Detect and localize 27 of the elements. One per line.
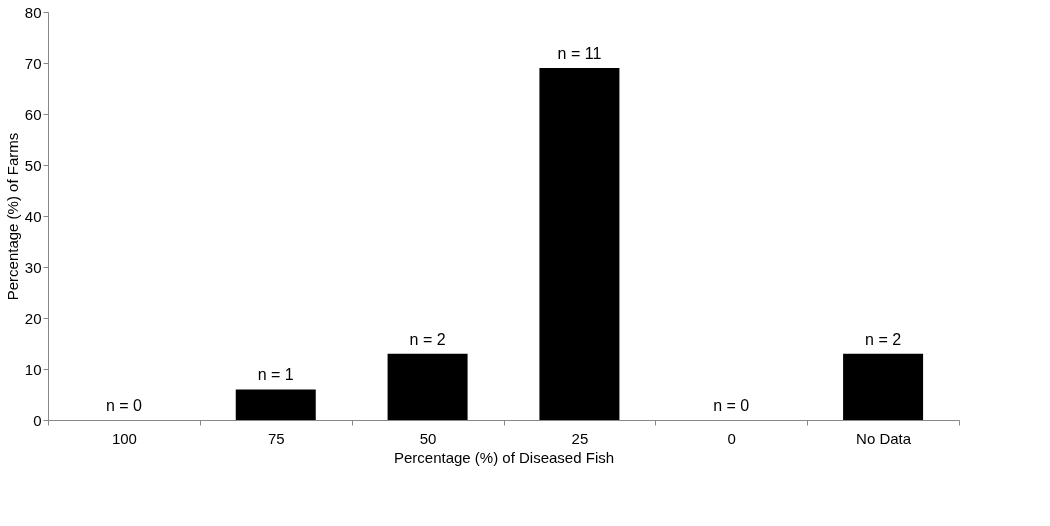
annotation: n = 2	[409, 330, 446, 348]
bar	[843, 353, 924, 420]
annotation: n = 2	[865, 330, 902, 348]
y-tick-label: 70	[24, 54, 42, 72]
annotation: n = 0	[713, 397, 750, 414]
bar	[235, 389, 316, 420]
x-tick-label: 25	[571, 429, 589, 447]
annotation: n = 11	[557, 45, 602, 63]
y-tick-label: 20	[24, 309, 42, 327]
x-tick-label: 50	[419, 429, 437, 447]
y-tick-label: 30	[24, 258, 42, 276]
x-axis-title: Percentage (%) of Diseased Fish	[393, 448, 615, 466]
annotation: n = 1	[257, 366, 294, 384]
y-tick-label: 10	[24, 360, 42, 378]
x-tick-label: No Data	[856, 429, 912, 447]
bar	[387, 353, 468, 420]
y-tick-label: 0	[33, 411, 42, 429]
bar	[539, 68, 620, 420]
y-axis-title: Percentage (%) of Farms	[3, 132, 21, 301]
annotation: n = 0	[105, 397, 143, 414]
x-tick-label: 0	[727, 429, 736, 447]
y-tick-label: 60	[24, 105, 42, 123]
y-tick-label: 50	[24, 156, 42, 174]
y-tick-label: 80	[24, 3, 42, 21]
x-tick-label: 100	[111, 429, 137, 447]
x-tick-label: 75	[267, 429, 285, 447]
y-tick-label: 40	[24, 207, 42, 225]
